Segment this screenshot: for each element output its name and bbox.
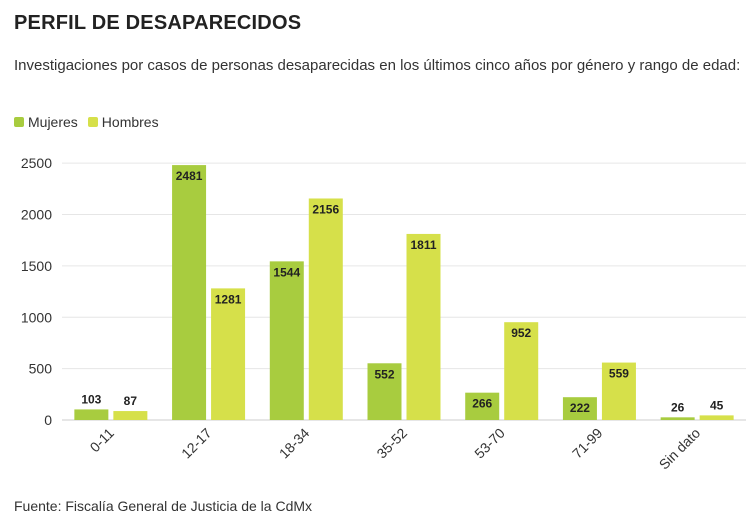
chart-subtitle: Investigaciones por casos de personas de… [14, 57, 741, 74]
bar-hombres-sin-dato [699, 415, 734, 420]
x-tick-label: Sin dato [656, 425, 704, 473]
bar-mujeres-0-11 [74, 409, 109, 420]
legend-item-hombres[interactable]: Hombres [87, 114, 159, 130]
y-tick-label: 2500 [21, 155, 52, 171]
legend-label-hombres: Hombres [101, 114, 159, 130]
data-label: 266 [472, 397, 492, 411]
bar-mujeres-71-99 [562, 397, 597, 420]
bar-hombres-71-99 [601, 362, 636, 420]
data-label: 103 [81, 392, 101, 406]
data-label: 1811 [410, 238, 436, 252]
legend-swatch-hombres [87, 117, 98, 127]
legend-item-mujeres[interactable]: Mujeres [14, 114, 78, 130]
legend-label-mujeres: Mujeres [28, 114, 78, 130]
bar-mujeres-35-52 [367, 363, 402, 420]
y-tick-label: 1500 [21, 258, 52, 274]
x-tick-label: 53-70 [471, 425, 508, 462]
bar-mujeres-18-34 [269, 261, 304, 420]
x-tick-label: 18-34 [276, 425, 313, 462]
data-label: 1281 [215, 292, 242, 306]
data-label: 559 [609, 367, 629, 381]
data-label: 2156 [312, 202, 339, 216]
legend-swatch-mujeres [14, 117, 24, 127]
data-label: 952 [511, 326, 531, 340]
bar-mujeres-sin-dato [660, 417, 695, 420]
x-tick-label: 35-52 [373, 425, 410, 462]
legend: Mujeres Hombres [14, 114, 159, 130]
chart-title: PERFIL DE DESAPARECIDOS [14, 12, 302, 34]
bar-hombres-18-34 [308, 198, 343, 420]
x-tick-label: 12-17 [178, 425, 215, 462]
data-label: 26 [671, 400, 685, 414]
data-label: 1544 [273, 265, 300, 279]
y-tick-label: 500 [29, 361, 53, 377]
y-tick-label: 1000 [21, 309, 52, 325]
y-tick-label: 0 [44, 412, 52, 428]
bar-hombres-12-17 [211, 288, 246, 420]
x-tick-label: 71-99 [569, 425, 606, 462]
bar-hombres-35-52 [406, 233, 441, 420]
data-label: 222 [570, 401, 590, 415]
source-note: Fuente: Fiscalía General de Justicia de … [14, 498, 313, 514]
data-label: 45 [710, 398, 724, 412]
bar-hombres-0-11 [113, 411, 148, 420]
data-label: 87 [124, 394, 138, 408]
x-tick-label: 0-11 [87, 425, 118, 456]
data-label: 552 [374, 367, 394, 381]
y-tick-label: 2000 [21, 207, 52, 223]
bar-mujeres-53-70 [465, 392, 500, 420]
bar-mujeres-12-17 [172, 165, 207, 420]
bar-hombres-53-70 [504, 322, 539, 420]
data-label: 2481 [176, 169, 203, 183]
